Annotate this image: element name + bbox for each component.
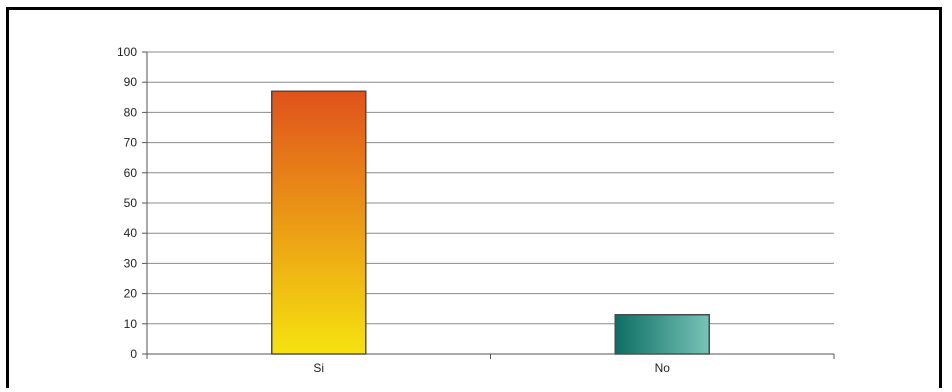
ytick-label-40: 40 [124, 226, 138, 240]
ytick-label-50: 50 [124, 196, 138, 210]
ytick-label-20: 20 [124, 287, 138, 301]
xtick-label-si: Si [313, 361, 324, 375]
x-axis: Si No [146, 353, 835, 375]
ytick-label-90: 90 [124, 75, 138, 89]
gridlines [147, 51, 834, 325]
bar-no [614, 313, 710, 355]
ytick-label-0: 0 [130, 347, 137, 361]
ytick-label-80: 80 [124, 105, 138, 119]
ytick-label-10: 10 [124, 317, 138, 331]
bar-si [271, 90, 367, 355]
ytick-label-70: 70 [124, 136, 138, 150]
ytick-label-30: 30 [124, 256, 138, 270]
chart-frame: 0 10 20 30 40 50 60 70 80 90 100 Si No [6, 7, 942, 388]
y-axis: 0 10 20 30 40 50 60 70 80 90 100 [117, 45, 148, 361]
bar-chart: 0 10 20 30 40 50 60 70 80 90 100 Si No [117, 45, 835, 375]
ytick-label-60: 60 [124, 166, 138, 180]
bars [271, 90, 710, 355]
xtick-label-no: No [655, 361, 671, 375]
ytick-label-100: 100 [117, 45, 137, 59]
